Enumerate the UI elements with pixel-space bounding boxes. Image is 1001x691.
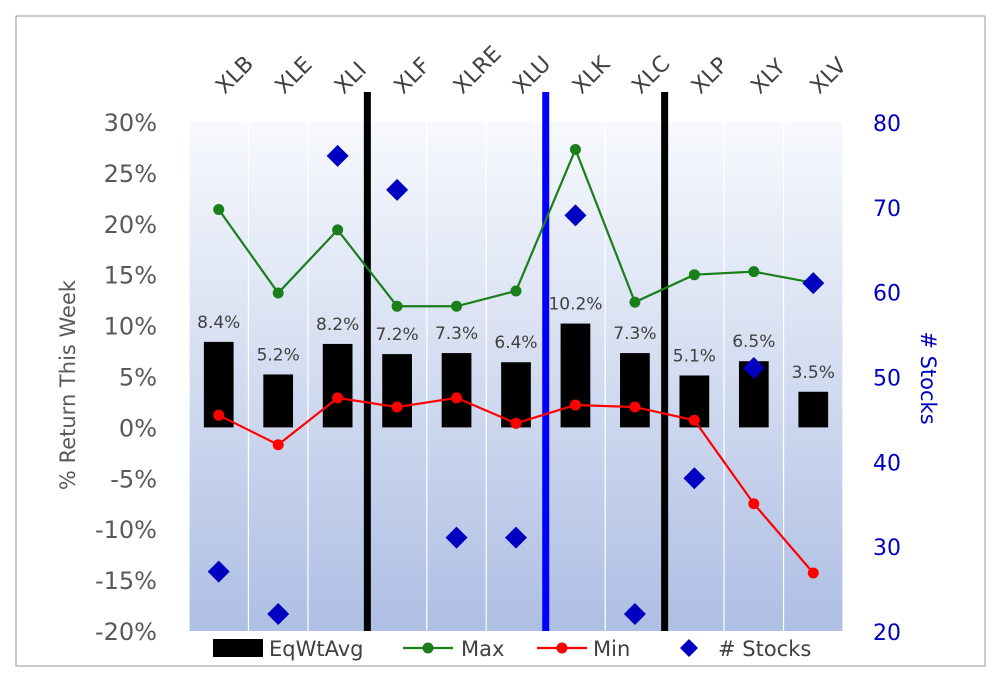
y2-tick-label: 80 [873,112,901,137]
y2-tick-labels: 80 70 60 50 40 30 20 [873,112,901,646]
bar [501,362,531,428]
bar-label: 7.3% [435,324,478,344]
y-tick-label: 30% [104,109,157,137]
legend: EqWtAvg Max Min # Stocks [213,637,811,661]
min-point [629,401,641,413]
stocks-point [742,357,765,380]
legend-marker-min [556,642,568,654]
legend-label-min: Min [593,637,630,661]
y-axis-label: % Return This Week [56,279,80,490]
bar [560,323,591,428]
min-point [213,409,225,421]
max-point [688,269,700,281]
stocks-point [683,467,706,490]
y-tick-labels: 30% 25% 20% 15% 10% 5% 0% -5% -10% -15% -20% [95,109,157,646]
y2-tick-label: 70 [873,197,901,222]
max-point [451,300,463,312]
min-point [569,399,581,411]
stocks-point [207,560,230,583]
y2-tick-label: 50 [873,367,901,392]
bar-label: 3.5% [792,363,835,383]
bar-label: 8.2% [316,315,359,335]
y-tick-label: 20% [104,211,157,239]
bar-label: 7.2% [375,325,418,345]
y-tick-label: 15% [104,262,157,290]
sector-dividers [363,92,669,631]
stocks-point [623,603,646,626]
bar-label: 5.2% [257,345,300,365]
legend-label-max: Max [461,637,504,661]
max-point [332,224,344,236]
bar-labels: 8.4% 5.2% 8.2% 7.2% 7.3% 6.4% 10.2% 7.3% 5.1% 6.5… [197,295,835,383]
bar [620,353,650,428]
legend-swatch-eqwtavg [213,639,263,657]
min-point [391,401,403,413]
y2-axis-label: # Stocks [916,331,940,424]
legend-label-stocks: # Stocks [718,637,811,661]
max-point [748,266,760,278]
y-tick-label: -5% [110,465,157,493]
bar-label: 5.1% [673,346,716,366]
bar [322,343,353,428]
legend-marker-max [422,642,434,654]
bar [798,391,829,428]
legend-marker-stocks [680,639,698,657]
min-point [510,417,522,429]
bar [441,353,472,428]
stocks-point [505,526,527,549]
stocks-point [445,526,468,549]
stocks-point [386,178,409,201]
y-tick-label: 25% [104,160,157,188]
bar-label: 7.3% [613,324,656,344]
max-point [213,204,225,216]
y2-tick-label: 30 [873,536,901,561]
bar-label: 10.2% [548,295,602,315]
max-point [510,285,522,297]
y-tick-label: 0% [119,414,157,442]
bar-label: 6.5% [732,332,775,352]
bar [382,354,412,428]
max-point [629,296,641,308]
max-point [391,300,403,312]
bar-label: 6.4% [494,333,537,353]
stocks-point [326,144,349,167]
legend-label-eqwtavg: EqWtAvg [269,637,364,661]
y-tick-label: 5% [119,364,157,392]
stocks-point [564,204,587,227]
stocks-point [267,603,290,626]
y-tick-label: 10% [104,313,157,341]
y-tick-label: -20% [95,618,157,646]
y2-tick-label: 40 [873,451,901,476]
min-point [748,498,760,510]
bar-label: 8.4% [197,313,240,333]
min-point [451,392,463,404]
min-point [272,439,284,451]
min-point [688,414,700,426]
bar [263,374,294,428]
stocks-point [802,272,825,295]
min-point [807,567,819,579]
y-tick-label: -10% [95,516,157,544]
min-point [332,392,344,404]
y2-tick-label: 60 [873,282,901,307]
y2-tick-label: 20 [873,621,901,646]
markers [207,143,825,626]
max-point [272,287,284,299]
max-point [569,143,581,155]
y-tick-label: -15% [95,567,157,595]
